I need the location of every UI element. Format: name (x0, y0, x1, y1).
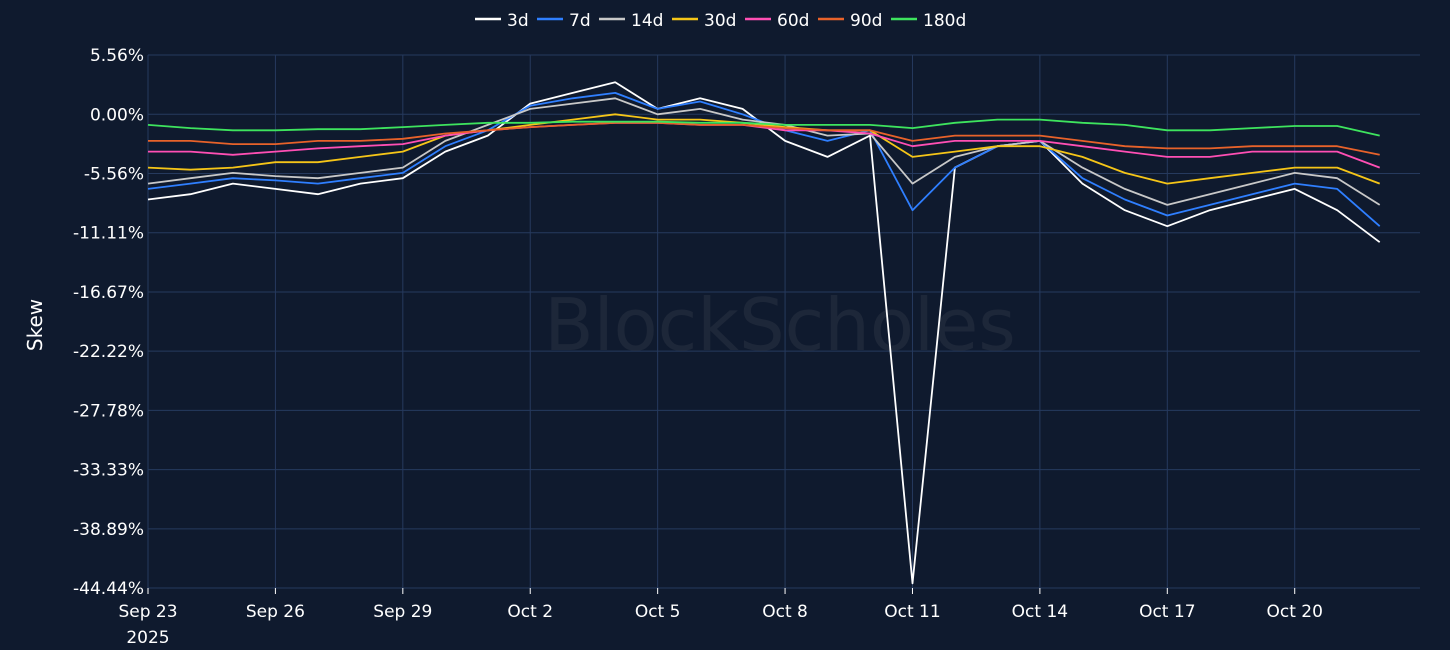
watermark-text: BlockScholes (544, 283, 1016, 367)
legend-item-60d[interactable]: 60d (745, 11, 809, 31)
x-tick-label: Sep 23 (118, 602, 177, 622)
legend-label: 7d (569, 11, 591, 31)
x-tick-label: Oct 14 (1012, 602, 1068, 622)
legend-label: 60d (777, 11, 809, 31)
legend: 3d 7d 14d 30d 60d 90d 180d (475, 11, 966, 31)
y-axis-label: Skew (23, 299, 47, 351)
y-tick-label: 0.00% (90, 105, 144, 125)
x-tick-label: Oct 17 (1139, 602, 1195, 622)
series-line-14d (147, 97, 1381, 206)
x-tick-label: Oct 2 (507, 602, 553, 622)
legend-item-7d[interactable]: 7d (537, 11, 591, 31)
legend-label: 90d (850, 11, 882, 31)
x-axis-ticks: Sep 23 2025 Sep 26 Sep 29 Oct 2 Oct 5 Oct 8 Oct… (118, 588, 1323, 648)
legend-label: 180d (923, 11, 966, 31)
x-tick-sublabel: 2025 (126, 628, 169, 648)
series-line-60d (148, 121, 1381, 169)
legend-label: 14d (631, 11, 663, 31)
y-axis-ticks: 5.56% 0.00% -5.56% -11.11% -16.67% -22.22% -27… (73, 46, 144, 599)
series-line-180d (147, 118, 1380, 137)
x-tick-label: Oct 20 (1266, 602, 1322, 622)
y-tick-label: -22.22% (73, 342, 144, 362)
legend-item-90d[interactable]: 90d (818, 11, 882, 31)
legend-label: 3d (507, 11, 529, 31)
y-tick-label: -44.44% (73, 579, 144, 599)
y-tick-label: -27.78% (73, 401, 144, 421)
y-tick-label: -38.89% (73, 520, 144, 540)
legend-item-180d[interactable]: 180d (891, 11, 966, 31)
x-tick-label: Oct 8 (762, 602, 808, 622)
y-tick-label: -5.56% (84, 165, 144, 185)
x-tick-label: Sep 26 (246, 602, 305, 622)
y-tick-label: -11.11% (73, 224, 144, 244)
x-tick-label: Oct 11 (884, 602, 940, 622)
x-tick-label: Sep 29 (373, 602, 432, 622)
y-tick-label: 5.56% (90, 46, 144, 66)
series-line-30d (147, 113, 1381, 185)
legend-label: 30d (704, 11, 736, 31)
y-tick-label: -33.33% (73, 461, 144, 481)
series-lines (147, 81, 1381, 585)
y-tick-label: -16.67% (73, 283, 144, 303)
legend-item-30d[interactable]: 30d (672, 11, 736, 31)
legend-item-14d[interactable]: 14d (599, 11, 663, 31)
x-tick-label: Oct 5 (635, 602, 681, 622)
legend-item-3d[interactable]: 3d (475, 11, 529, 31)
series-line-90d (148, 121, 1380, 156)
